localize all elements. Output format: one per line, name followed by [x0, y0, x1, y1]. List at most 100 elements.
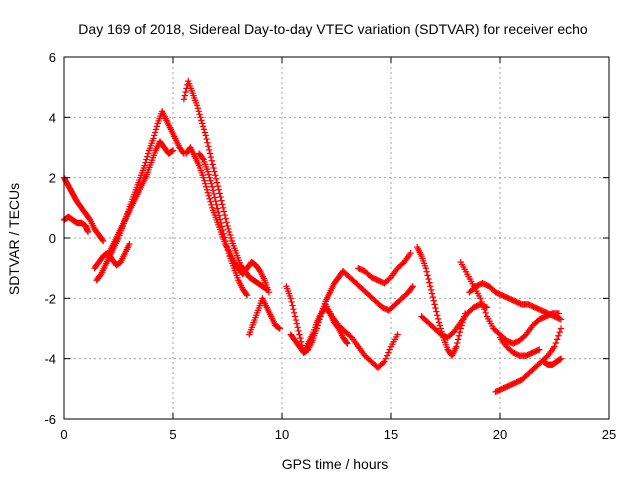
data-point — [383, 352, 391, 359]
series-track-i — [246, 295, 284, 338]
data-point — [379, 359, 387, 367]
series-track-j — [283, 267, 347, 356]
x-axis-label: GPS time / hours — [282, 456, 389, 472]
data-point — [222, 215, 229, 222]
data-point — [429, 293, 437, 301]
y-axis-label: SDTVAR / TECUs — [6, 183, 22, 295]
data-point — [556, 328, 563, 336]
data-point — [99, 236, 106, 244]
series-track-r — [466, 280, 565, 323]
data-point — [208, 157, 216, 164]
data-point — [296, 331, 303, 338]
data-point — [433, 308, 440, 315]
series-track-g — [182, 144, 273, 296]
data-point — [220, 230, 227, 237]
data-point — [219, 201, 226, 208]
data-point — [385, 349, 392, 356]
data-point — [455, 332, 463, 339]
y-tick-label: -6 — [44, 412, 56, 427]
data-point — [206, 150, 214, 157]
series-track-c — [93, 108, 188, 284]
data-point — [200, 126, 208, 133]
data-point — [202, 180, 209, 187]
data-point — [291, 309, 298, 317]
data-point — [479, 302, 487, 309]
data-point — [555, 332, 562, 339]
series-track-e — [91, 240, 133, 272]
x-tick-label: 15 — [384, 427, 398, 442]
data-point — [144, 150, 152, 157]
data-point — [215, 208, 222, 216]
series-track-f — [180, 77, 270, 293]
data-point — [453, 343, 460, 350]
data-point — [206, 174, 213, 181]
data-point — [226, 228, 233, 236]
data-point — [557, 316, 565, 323]
data-point — [213, 201, 220, 209]
data-point — [292, 316, 300, 324]
data-point — [553, 336, 561, 343]
data-point — [275, 324, 283, 332]
data-point — [287, 295, 294, 302]
data-point — [456, 328, 464, 336]
data-point — [224, 246, 232, 254]
x-tick-label: 25 — [602, 427, 616, 442]
data-point — [211, 168, 218, 175]
data-point — [203, 186, 211, 193]
axis-ticks: 0 5 10 15 20 25 -6 -4 -2 0 2 4 6 — [44, 50, 616, 442]
data-point — [209, 161, 216, 168]
data-point — [204, 189, 212, 196]
data-point — [557, 325, 565, 332]
data-point — [477, 295, 484, 302]
data-point — [409, 283, 416, 290]
data-point — [454, 336, 462, 343]
data-point — [214, 182, 222, 190]
data-point — [209, 183, 216, 190]
data-point — [428, 290, 436, 297]
data-point — [207, 177, 214, 184]
y-tick-label: 4 — [49, 110, 56, 125]
data-point — [437, 325, 444, 332]
data-point — [426, 279, 433, 286]
data-point — [84, 228, 92, 236]
data-point — [211, 194, 219, 201]
data-point — [432, 304, 439, 312]
data-point — [182, 88, 189, 96]
data-point — [199, 120, 206, 127]
data-point — [557, 355, 565, 362]
data-point — [141, 162, 148, 169]
data-point — [205, 171, 212, 178]
series-track-h — [195, 150, 251, 299]
data-point — [556, 356, 564, 363]
data-point — [424, 272, 431, 279]
data-point — [217, 219, 225, 227]
data-point — [181, 92, 188, 99]
data-point — [205, 192, 212, 199]
data-point — [343, 339, 350, 346]
data-point — [344, 340, 351, 347]
data-point — [276, 325, 284, 332]
data-point — [207, 153, 215, 161]
series-track-n — [355, 249, 414, 287]
data-point — [222, 237, 229, 245]
data-point — [434, 315, 442, 323]
series-track-q — [457, 258, 563, 347]
data-point — [430, 297, 437, 304]
data-point — [243, 292, 251, 299]
data-point — [201, 177, 208, 184]
data-point — [215, 186, 222, 193]
data-point — [212, 172, 219, 179]
series-track-l — [322, 301, 401, 371]
data-point — [199, 155, 206, 162]
data-point — [203, 135, 210, 143]
data-point — [288, 298, 295, 306]
series-track-t — [540, 355, 565, 368]
data-point — [423, 268, 430, 275]
y-tick-label: -2 — [44, 291, 56, 306]
y-tick-label: -4 — [44, 352, 56, 367]
data-point — [425, 275, 432, 283]
data-point — [150, 135, 157, 142]
series-track-p — [418, 301, 491, 341]
data-point — [218, 223, 226, 230]
